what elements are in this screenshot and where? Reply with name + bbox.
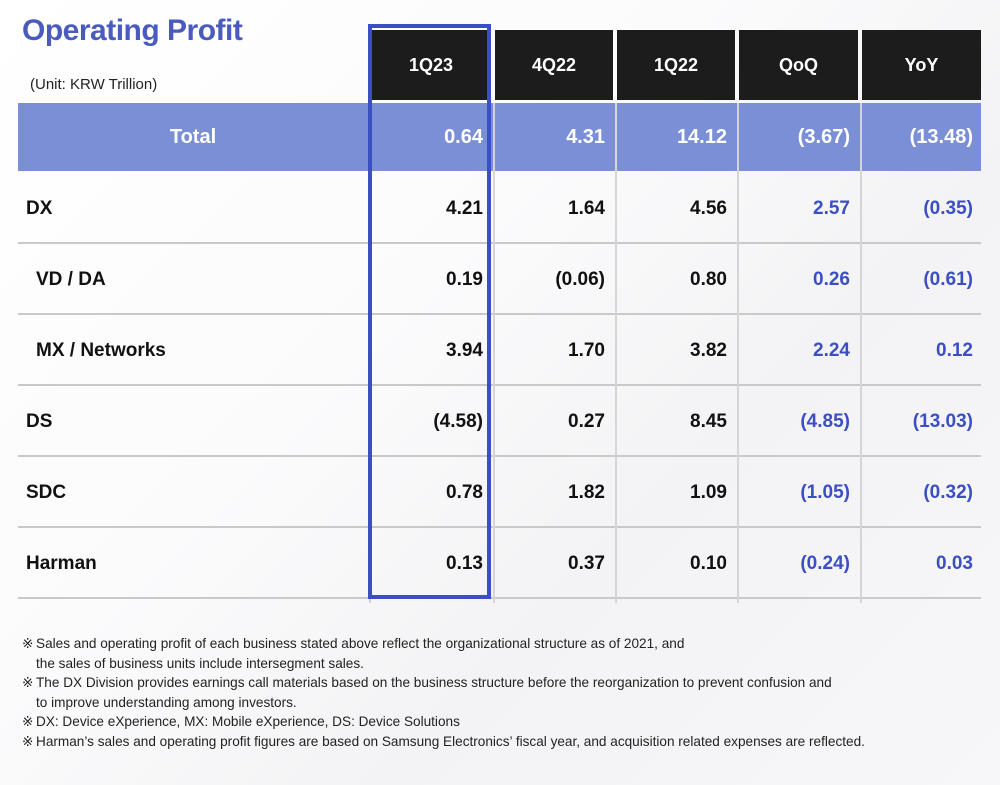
table-row-ds: DS (4.58) 0.27 8.45 (4.85) (13.03) [18, 386, 981, 457]
cell-1q23: 0.64 [444, 125, 483, 148]
cell-qoq: 2.57 [813, 197, 850, 219]
footnote-line: the sales of business units include inte… [36, 655, 364, 671]
footnote-line: Sales and operating profit of each busin… [36, 636, 685, 651]
column-header-1q22: 1Q22 [617, 30, 735, 100]
cell-1q23: 3.94 [446, 339, 483, 361]
cell-1q22: 14.12 [676, 125, 727, 148]
note-mark: ※ [22, 636, 34, 651]
cell-1q22: 0.10 [690, 552, 727, 574]
column-divider [615, 103, 617, 603]
row-divider [18, 242, 981, 244]
column-header-qoq: QoQ [739, 30, 858, 100]
row-divider [18, 313, 981, 315]
column-header-4q22: 4Q22 [495, 30, 613, 100]
cell-4q22: 4.31 [566, 125, 605, 148]
cell-1q23: 4.21 [446, 197, 483, 219]
footnote-line: to improve understanding among investors… [36, 694, 297, 710]
row-label: MX / Networks [36, 339, 166, 361]
column-divider [493, 103, 495, 603]
row-label: DS [26, 410, 53, 432]
footnote-line: DX: Device eXperience, MX: Mobile eXperi… [36, 714, 460, 729]
cell-qoq: 2.24 [813, 339, 850, 361]
cell-qoq: (0.24) [800, 552, 850, 574]
column-header-yoy: YoY [862, 30, 981, 100]
cell-yoy: 0.03 [936, 552, 973, 574]
cell-yoy: (0.32) [923, 481, 973, 503]
cell-1q23: 0.19 [446, 268, 483, 290]
cell-4q22: 1.64 [568, 197, 605, 219]
note-mark: ※ [22, 733, 34, 749]
table-row-harman: Harman 0.13 0.37 0.10 (0.24) 0.03 [18, 528, 981, 599]
row-divider [18, 597, 981, 599]
table-row-sdc: SDC 0.78 1.82 1.09 (1.05) (0.32) [18, 457, 981, 528]
footnote: ※ Sales and operating profit of each bus… [22, 634, 982, 673]
footnotes: ※ Sales and operating profit of each bus… [22, 634, 982, 751]
row-label: Harman [26, 552, 97, 574]
footnote: ※ The DX Division provides earnings call… [22, 673, 982, 712]
footnote-line: The DX Division provides earnings call m… [36, 675, 832, 690]
cell-1q22: 3.82 [690, 339, 727, 361]
cell-yoy: (13.03) [912, 410, 973, 432]
unit-label: (Unit: KRW Trillion) [30, 76, 158, 93]
cell-1q22: 0.80 [690, 268, 727, 290]
row-divider [18, 455, 981, 457]
footnote-line: Harman’s sales and operating profit figu… [36, 733, 865, 749]
column-divider [860, 103, 862, 603]
table-row-mx-networks: MX / Networks 3.94 1.70 3.82 2.24 0.12 [18, 315, 981, 386]
row-label: VD / DA [36, 268, 106, 290]
cell-1q22: 1.09 [690, 481, 727, 503]
cell-1q22: 4.56 [690, 197, 727, 219]
table-row-vd-da: VD / DA 0.19 (0.06) 0.80 0.26 (0.61) [18, 244, 981, 315]
cell-qoq: (1.05) [800, 481, 850, 503]
cell-1q23: 0.78 [446, 481, 483, 503]
column-divider [369, 103, 371, 603]
total-row: Total 0.64 4.31 14.12 (3.67) (13.48) [18, 103, 981, 171]
cell-yoy: (13.48) [909, 125, 973, 148]
column-header-1q23: 1Q23 [371, 30, 491, 100]
cell-4q22: 1.70 [568, 339, 605, 361]
footnote: ※ Harman’s sales and operating profit fi… [22, 732, 982, 752]
cell-4q22: 0.27 [568, 410, 605, 432]
cell-qoq: (4.85) [800, 410, 850, 432]
cell-1q23: (4.58) [433, 410, 483, 432]
table-row-dx: DX 4.21 1.64 4.56 2.57 (0.35) [18, 173, 981, 244]
cell-yoy: (0.61) [923, 268, 973, 290]
row-divider [18, 384, 981, 386]
cell-4q22: (0.06) [555, 268, 605, 290]
footnote: ※ DX: Device eXperience, MX: Mobile eXpe… [22, 712, 982, 732]
row-label: DX [26, 197, 53, 219]
cell-yoy: (0.35) [923, 197, 973, 219]
cell-1q23: 0.13 [446, 552, 483, 574]
cell-yoy: 0.12 [936, 339, 973, 361]
cell-4q22: 0.37 [568, 552, 605, 574]
row-divider [18, 526, 981, 528]
cell-qoq: (3.67) [797, 125, 850, 148]
row-label: Total [169, 125, 217, 148]
cell-qoq: 0.26 [813, 268, 850, 290]
note-mark: ※ [22, 675, 34, 690]
page-title: Operating Profit [22, 14, 243, 47]
cell-4q22: 1.82 [568, 481, 605, 503]
column-divider [737, 103, 739, 603]
note-mark: ※ [22, 714, 34, 729]
cell-1q22: 8.45 [690, 410, 727, 432]
row-label: SDC [26, 481, 67, 503]
